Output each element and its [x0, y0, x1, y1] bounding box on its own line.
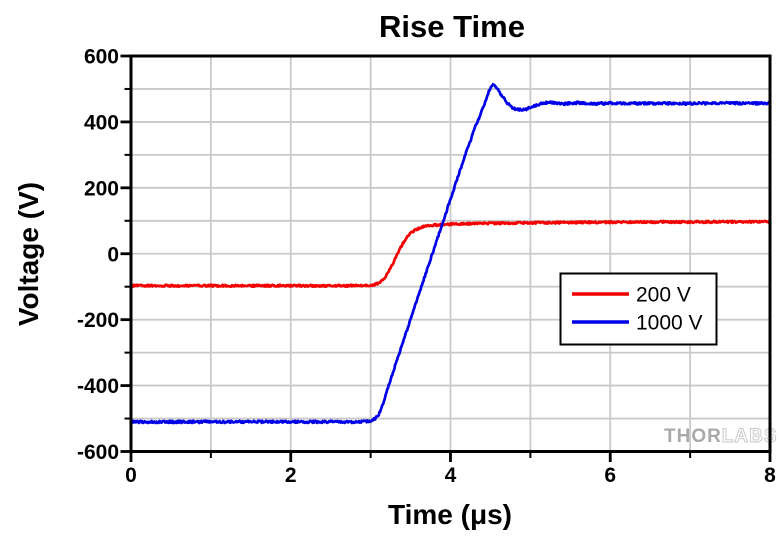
- y-tick-label: -600: [77, 441, 119, 464]
- series-trace-200-v: [130, 219, 772, 289]
- tick-labels: 0 2 4 6 8 -600 -400 -200 0 200 400 600: [77, 46, 776, 488]
- legend-label: 1000 V: [636, 312, 703, 335]
- series-trace-1000-v: [130, 82, 771, 425]
- chart-title: Rise Time: [379, 9, 525, 44]
- y-tick-label: -400: [77, 375, 119, 398]
- y-tick-label: 200: [84, 177, 119, 200]
- x-tick-label: 8: [764, 464, 776, 487]
- x-tick-label: 6: [604, 464, 616, 487]
- axis-ticks: [120, 54, 772, 462]
- legend: 200 V 1000 V: [559, 272, 718, 346]
- legend-label: 200 V: [636, 284, 691, 307]
- y-tick-label: 600: [84, 46, 119, 69]
- y-tick-label: 0: [107, 243, 119, 266]
- y-tick-label: 400: [84, 111, 119, 134]
- series-layer: [130, 82, 772, 425]
- plot-frame: [129, 54, 772, 453]
- y-tick-label: -200: [77, 309, 119, 332]
- x-tick-label: 0: [125, 464, 137, 487]
- grid-layer: [131, 56, 770, 452]
- thorlabs-watermark: THORLABS: [664, 426, 778, 447]
- watermark-thor: THOR: [664, 426, 722, 447]
- legend-entries: 200 V 1000 V: [572, 284, 703, 335]
- watermark-labs: LABS: [722, 426, 778, 447]
- legend-box: [559, 272, 718, 346]
- x-axis-title: Time (μs): [388, 499, 512, 530]
- x-tick-label: 4: [445, 464, 457, 487]
- y-axis-title: Voltage (V): [13, 182, 44, 326]
- x-tick-label: 2: [285, 464, 297, 487]
